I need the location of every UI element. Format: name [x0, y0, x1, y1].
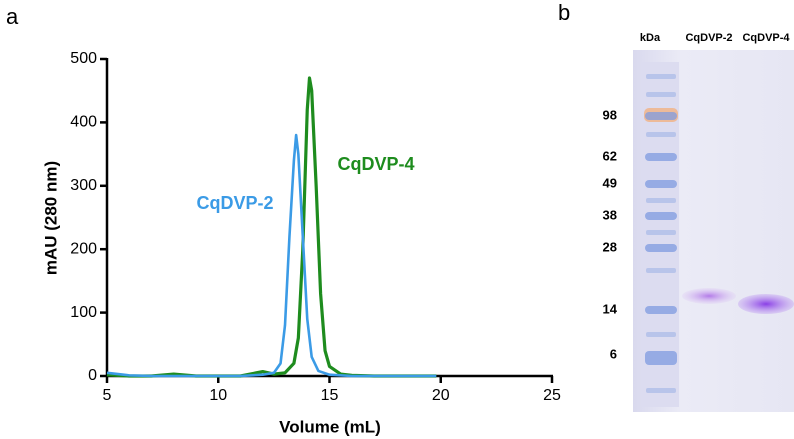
protein-band: [738, 294, 794, 314]
y-tick-label: 500: [70, 50, 97, 67]
data-line: [106, 76, 437, 378]
marker-label: 6: [610, 346, 617, 361]
ladder-band: [645, 180, 677, 188]
data-line: [106, 133, 437, 378]
ladder-band: [645, 212, 677, 220]
x-axis-label: Volume (mL): [279, 417, 381, 436]
y-tick-label: 0: [88, 367, 97, 384]
panel-label: b: [558, 0, 570, 25]
y-axis-label: mAU (280 nm): [41, 161, 60, 275]
panel-label: a: [6, 4, 19, 29]
series-label: CqDVP-2: [196, 193, 273, 213]
ladder-band: [646, 92, 676, 97]
ladder-band: [645, 351, 677, 365]
lane-label: CqDVP-2: [685, 32, 732, 44]
ladder-label: kDa: [640, 32, 661, 44]
ladder-band: [645, 112, 677, 120]
ladder-band: [646, 198, 676, 203]
plot-area: 0 100 200 300 400 500 5 10 15 20 25 CqDVP-2 CqDVP-4: [70, 50, 561, 404]
gel-image: kDa CqDVP-2 CqDVP-4 98 62 49 38 28 14 6: [603, 32, 794, 412]
ladder-band: [646, 74, 676, 79]
marker-label: 98: [603, 107, 617, 122]
y-tick-label: 300: [70, 177, 97, 194]
protein-band: [682, 288, 736, 304]
ladder-band: [645, 244, 677, 252]
y-tick-label: 200: [70, 240, 97, 257]
ladder-band: [646, 388, 676, 393]
marker-label: 49: [603, 175, 617, 190]
x-tick-label: 25: [543, 387, 561, 404]
ladder-band: [645, 153, 677, 161]
ladder-band: [646, 332, 676, 337]
ladder-band: [645, 306, 677, 314]
x-tick-label: 20: [432, 387, 450, 404]
marker-label: 38: [603, 207, 617, 222]
marker-label: 28: [603, 239, 617, 254]
x-tick-label: 15: [321, 387, 339, 404]
lane-label: CqDVP-4: [742, 32, 790, 44]
ladder-band: [646, 132, 676, 137]
series-label: CqDVP-4: [337, 154, 414, 174]
x-tick-label: 10: [209, 387, 227, 404]
y-tick-label: 100: [70, 304, 97, 321]
y-tick-label: 400: [70, 114, 97, 131]
x-tick-label: 5: [103, 387, 112, 404]
marker-label: 62: [603, 148, 617, 163]
ladder-band: [646, 268, 676, 273]
ladder-band: [646, 230, 676, 235]
marker-label: 14: [603, 301, 618, 316]
